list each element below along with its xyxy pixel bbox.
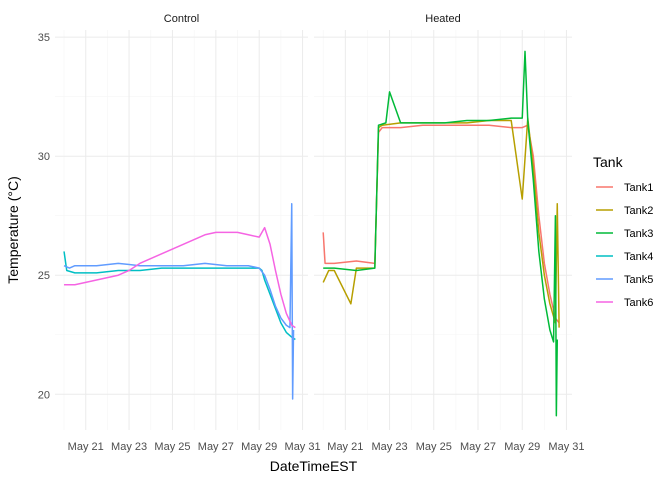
x-tick-label-heated-may-29: May 29 [504,441,540,453]
legend-title: Tank [593,154,624,170]
legend-label-tank2: Tank2 [624,205,653,217]
x-tick-label-heated-may-23: May 23 [372,441,408,453]
x-tick-label-control-may-25: May 25 [154,441,190,453]
facet-panel-control [55,30,308,430]
series-line-tank1 [322,124,560,324]
x-tick-label-heated-may-25: May 25 [416,441,452,453]
x-tick-label-control-may-31: May 31 [285,441,321,453]
facet-strip-label-control: Control [164,13,199,25]
x-axis-title: DateTimeEST [270,458,358,474]
series-line-tank6 [64,226,296,329]
legend: Tank Tank1 Tank2 Tank3 Tank4 Tank5 Tank6 [593,154,653,309]
x-tick-label-heated-may-27: May 27 [460,441,496,453]
y-axis-tick-labels: 20 25 30 35 [38,32,50,401]
facet-panel-heated [314,30,572,430]
x-tick-label-heated-may-31: May 31 [548,441,584,453]
series-line-tank4 [63,251,296,341]
y-tick-label-20: 20 [38,389,50,401]
legend-label-tank1: Tank1 [624,182,653,194]
y-tick-label-30: 30 [38,151,50,163]
y-tick-label-25: 25 [38,270,50,282]
x-tick-label-control-may-23: May 23 [111,441,147,453]
legend-label-tank4: Tank4 [624,251,653,263]
legend-label-tank6: Tank6 [624,297,653,309]
series-line-tank3 [323,50,559,417]
x-tick-label-control-may-29: May 29 [241,441,277,453]
legend-label-tank3: Tank3 [624,228,653,240]
x-axis-tick-labels: May 21 May 23 May 25 May 27 May 29 May 31 May … [68,441,585,453]
x-tick-label-control-may-21: May 21 [68,441,104,453]
x-tick-label-heated-may-21: May 21 [327,441,363,453]
y-tick-label-35: 35 [38,32,50,44]
legend-label-tank5: Tank5 [624,274,653,286]
series-line-tank2 [322,117,560,328]
y-axis-title: Temperature (°C) [5,176,21,284]
x-tick-label-control-may-27: May 27 [198,441,234,453]
facet-strip-label-heated: Heated [425,13,460,25]
series-line-tank5 [63,203,295,400]
